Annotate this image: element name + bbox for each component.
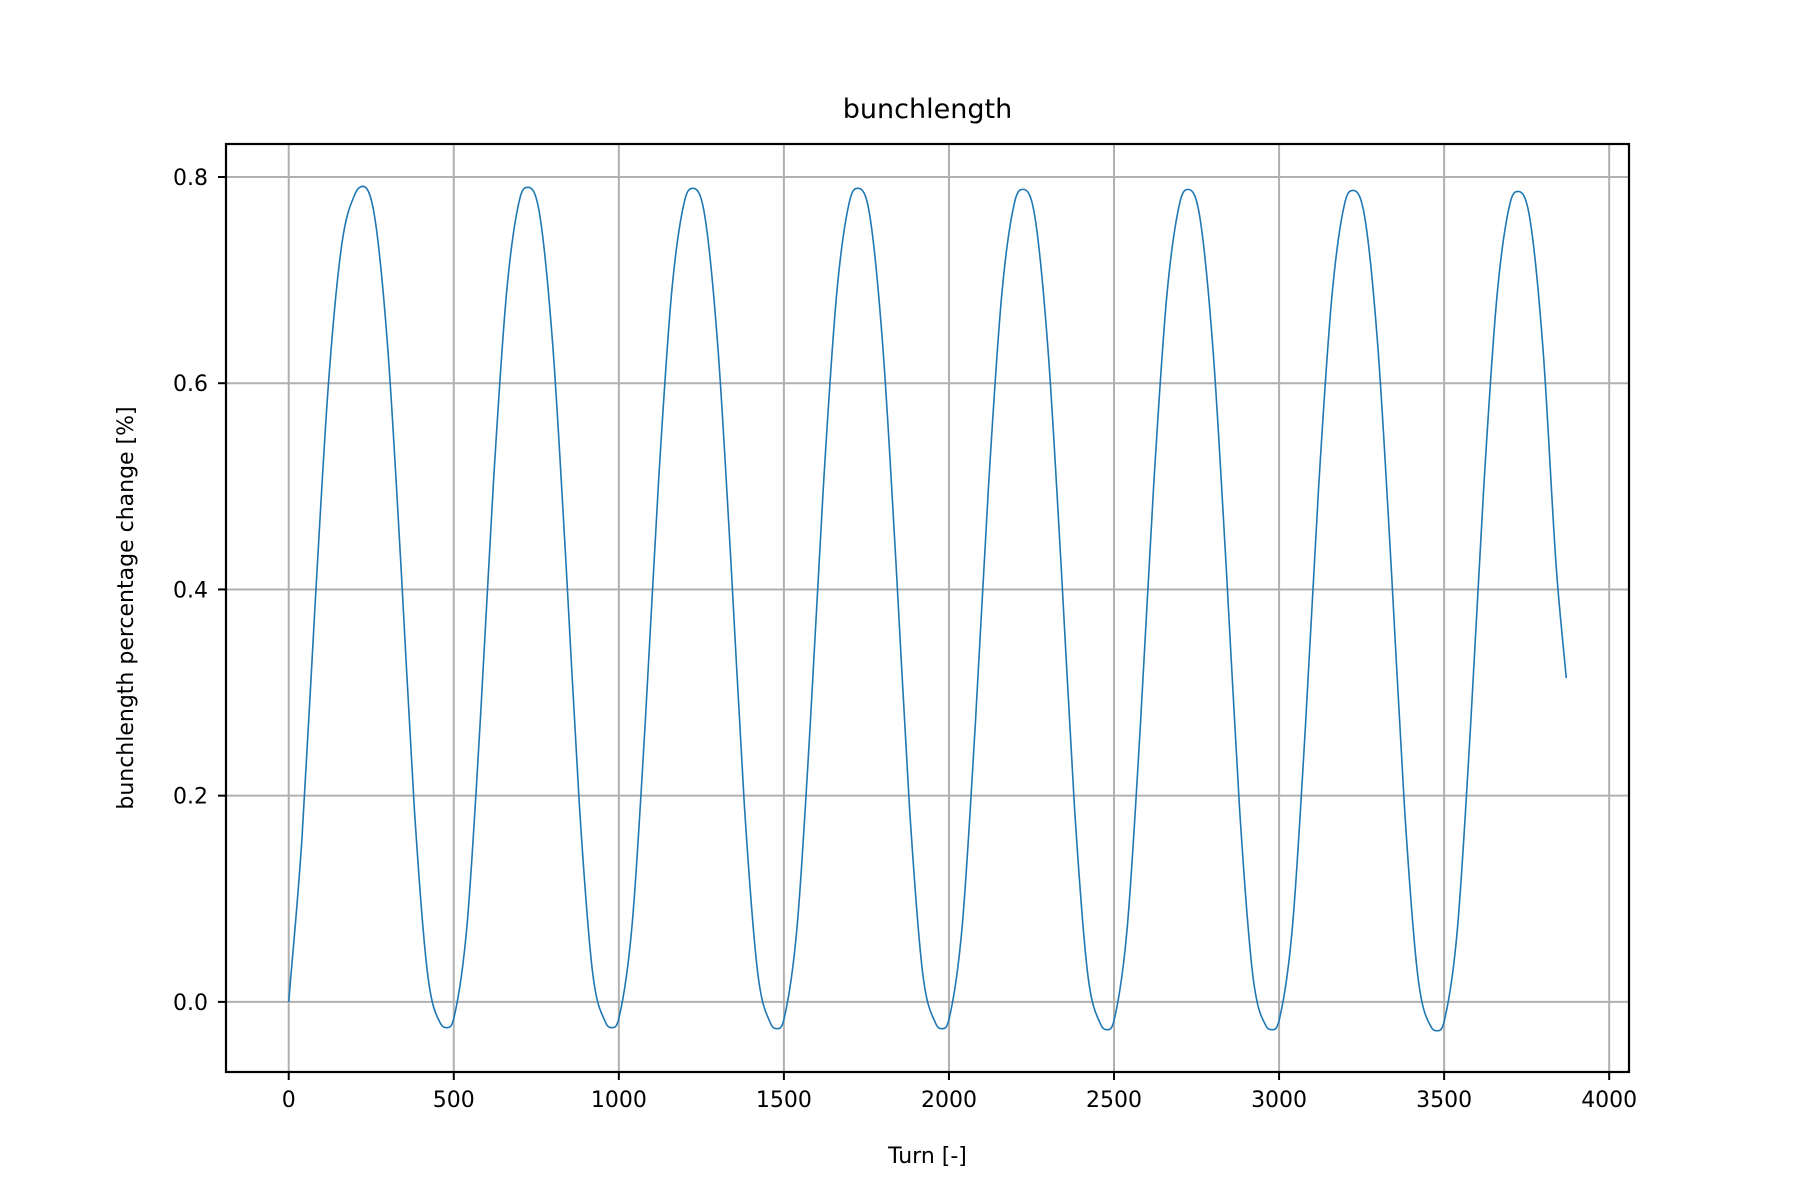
y-axis-label: bunchlength percentage change [%] xyxy=(114,406,139,809)
plot-series xyxy=(287,185,1568,1032)
y-tick-label: 0.2 xyxy=(173,785,208,810)
x-tick-label: 1500 xyxy=(756,1088,812,1113)
x-tick-label: 2500 xyxy=(1086,1088,1142,1113)
plot-frame xyxy=(224,142,1631,1074)
axis-ticks: 0 500 1000 1500 2000 2500 3000 3500 4000 0.0 0.2 0.… xyxy=(173,166,1637,1113)
grid xyxy=(226,144,1629,1072)
x-tick-label: 3500 xyxy=(1416,1088,1472,1113)
x-tick-label: 4000 xyxy=(1581,1088,1637,1113)
x-axis-label: Turn [-] xyxy=(887,1144,967,1169)
x-tick-label: 3000 xyxy=(1251,1088,1307,1113)
x-tick-label: 500 xyxy=(433,1088,475,1113)
y-tick-label: 0.4 xyxy=(173,578,208,603)
x-tick-label: 2000 xyxy=(921,1088,977,1113)
y-tick-label: 0.6 xyxy=(173,372,208,397)
chart-title: bunchlength xyxy=(843,94,1012,125)
series-line xyxy=(287,185,1568,1032)
y-tick-label: 0.0 xyxy=(173,991,208,1016)
x-tick-label: 0 xyxy=(282,1088,296,1113)
y-tick-label: 0.8 xyxy=(173,166,208,191)
x-tick-label: 1000 xyxy=(591,1088,647,1113)
